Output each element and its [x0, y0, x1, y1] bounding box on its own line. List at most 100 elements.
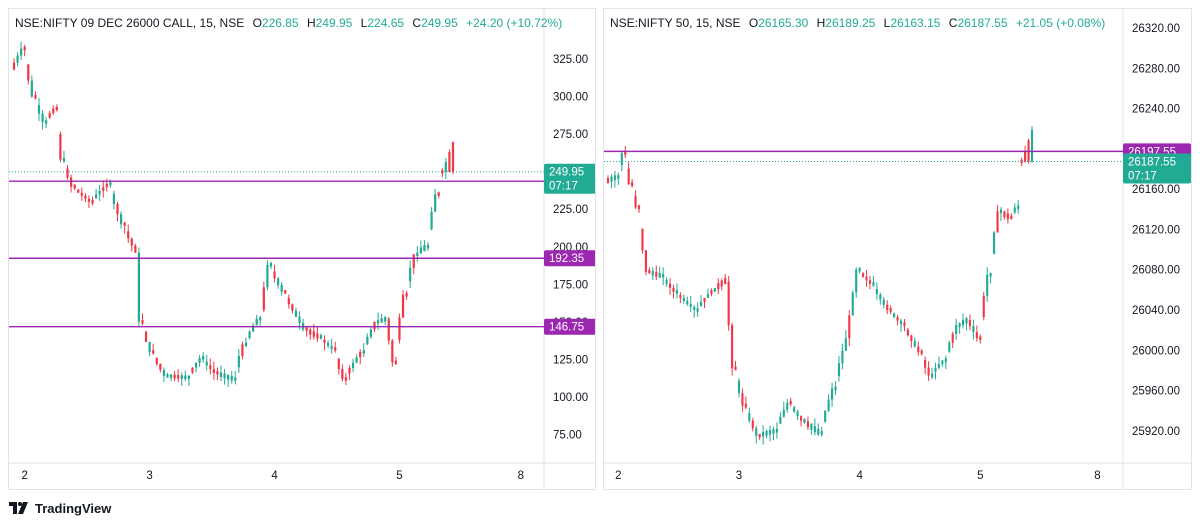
candle-body — [202, 356, 205, 360]
candle-body — [989, 272, 992, 277]
candle-body — [624, 151, 627, 155]
candle-body — [693, 306, 696, 310]
candle-body — [979, 336, 982, 340]
candle-body — [837, 363, 841, 376]
price-tick-label: 25960.00 — [1132, 386, 1180, 398]
candle-body — [398, 317, 401, 340]
candle-body — [334, 347, 337, 351]
candle-body — [651, 270, 654, 276]
candle-body — [896, 317, 899, 321]
candle-body — [20, 48, 23, 56]
candle-body — [796, 411, 799, 417]
candle-body — [341, 368, 344, 379]
candle-body — [731, 325, 734, 369]
candle-body — [899, 320, 903, 325]
candle-body — [675, 290, 679, 294]
candle-body — [451, 142, 455, 172]
candle-body — [148, 341, 151, 352]
candle-body — [934, 367, 937, 372]
index-candlestick-chart[interactable]: 26320.0026280.0026240.0026200.0026160.00… — [604, 9, 1192, 490]
candle-body — [337, 358, 340, 369]
candle-body — [252, 325, 255, 332]
legend-high-key: H — [306, 16, 316, 30]
candle-body — [48, 113, 51, 118]
candle-body — [409, 267, 412, 282]
candle-body — [955, 325, 958, 334]
candle-body — [644, 250, 647, 272]
legend-open-key: O — [748, 16, 759, 30]
legend-symbol: NSE:NIFTY 09 DEC 26000 CALL, 15, NSE — [15, 16, 245, 30]
level-price-label: 192.35 — [549, 253, 584, 265]
legend-close-key: C — [412, 16, 422, 30]
price-tick-label: 75.00 — [553, 429, 582, 441]
legend-high-value: 249.95 — [315, 16, 353, 30]
candle-body — [355, 357, 358, 363]
candle-body — [668, 283, 672, 288]
candle-body — [999, 209, 1003, 214]
time-tick-label: 2 — [615, 470, 621, 482]
candle-body — [144, 331, 148, 342]
legend-change: +24.20 (+10.72%) — [466, 16, 563, 30]
candle-body — [824, 410, 827, 422]
candle-body — [191, 367, 194, 373]
index-chart-panel[interactable]: NSE:NIFTY 50, 15, NSE O26165.30 H26189.2… — [603, 8, 1192, 490]
candle-body — [277, 278, 280, 286]
candle-body — [986, 274, 989, 296]
candle-body — [227, 374, 230, 380]
legend-high-key: H — [816, 16, 826, 30]
candle-body — [1013, 207, 1016, 213]
candle-body — [996, 211, 999, 233]
candle-body — [655, 271, 658, 277]
candle-body — [84, 195, 87, 199]
candle-body — [710, 289, 713, 294]
candle-body — [903, 322, 906, 326]
level-price-badge — [544, 250, 595, 267]
candle-body — [665, 279, 668, 284]
candle-body — [298, 316, 301, 324]
candle-body — [130, 238, 133, 246]
bar-countdown-label: 07:17 — [549, 181, 578, 193]
price-tick-label: 100.00 — [553, 392, 588, 404]
legend-close-key: C — [948, 16, 958, 30]
candle-body — [223, 373, 226, 379]
candle-body — [817, 428, 820, 435]
candle-body — [316, 333, 319, 339]
time-tick-label: 8 — [518, 470, 524, 482]
option-candlestick-chart[interactable]: 325.00300.00275.00250.00225.00200.00175.… — [9, 9, 596, 490]
candle-body — [230, 375, 233, 381]
candle-body — [872, 282, 875, 286]
candle-body — [30, 80, 33, 97]
candle-body — [868, 280, 872, 284]
candle-body — [993, 232, 996, 254]
candle-body — [212, 369, 215, 373]
time-tick-label: 3 — [146, 470, 152, 482]
time-tick-label: 5 — [396, 470, 402, 482]
option-chart-panel[interactable]: NSE:NIFTY 09 DEC 26000 CALL, 15, NSE O22… — [8, 8, 596, 490]
candle-body — [748, 413, 751, 421]
candle-body — [173, 374, 176, 379]
candle-body — [1017, 205, 1020, 210]
candle-body — [255, 318, 258, 326]
candle-body — [841, 350, 844, 364]
candle-body — [405, 293, 408, 297]
candle-body — [66, 168, 69, 178]
candle-body — [765, 430, 768, 436]
candle-body — [744, 403, 747, 408]
candle-body — [968, 320, 972, 327]
candle-body — [886, 304, 889, 310]
candle-body — [387, 318, 390, 341]
candle-body — [810, 423, 813, 430]
candle-body — [423, 245, 426, 251]
legend-low-key: L — [360, 16, 368, 30]
price-tick-label: 175.00 — [553, 279, 588, 291]
candle-body — [155, 357, 158, 364]
candle-body — [930, 373, 934, 378]
candle-body — [359, 351, 362, 358]
candle-body — [198, 357, 201, 363]
tradingview-branding[interactable]: TradingView — [9, 498, 111, 518]
candle-body — [116, 203, 119, 215]
candle-body — [384, 317, 387, 322]
candle-body — [348, 368, 351, 374]
candle-body — [205, 361, 208, 366]
tradingview-wordmark: TradingView — [35, 500, 112, 516]
